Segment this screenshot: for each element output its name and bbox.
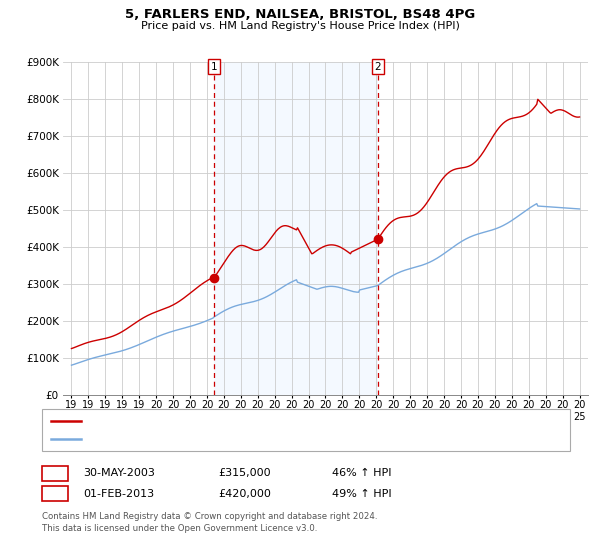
Text: 1: 1 (211, 62, 217, 72)
Text: Contains HM Land Registry data © Crown copyright and database right 2024.: Contains HM Land Registry data © Crown c… (42, 512, 377, 521)
Text: 2: 2 (374, 62, 381, 72)
Text: £420,000: £420,000 (218, 489, 271, 499)
Text: 30-MAY-2003: 30-MAY-2003 (83, 468, 155, 478)
Text: £315,000: £315,000 (218, 468, 271, 478)
Text: 46% ↑ HPI: 46% ↑ HPI (332, 468, 392, 478)
Bar (214, 62, 377, 395)
Text: HPI: Average price, detached house, North Somerset: HPI: Average price, detached house, Nort… (87, 434, 345, 444)
Text: 49% ↑ HPI: 49% ↑ HPI (332, 489, 392, 499)
Text: This data is licensed under the Open Government Licence v3.0.: This data is licensed under the Open Gov… (42, 524, 317, 533)
Text: 5, FARLERS END, NAILSEA, BRISTOL, BS48 4PG: 5, FARLERS END, NAILSEA, BRISTOL, BS48 4… (125, 8, 475, 21)
Text: 1: 1 (52, 466, 59, 480)
Text: 5, FARLERS END, NAILSEA, BRISTOL, BS48 4PG (detached house): 5, FARLERS END, NAILSEA, BRISTOL, BS48 4… (87, 417, 405, 426)
Text: 01-FEB-2013: 01-FEB-2013 (83, 489, 155, 499)
Text: Price paid vs. HM Land Registry's House Price Index (HPI): Price paid vs. HM Land Registry's House … (140, 21, 460, 31)
Text: 2: 2 (52, 487, 59, 501)
